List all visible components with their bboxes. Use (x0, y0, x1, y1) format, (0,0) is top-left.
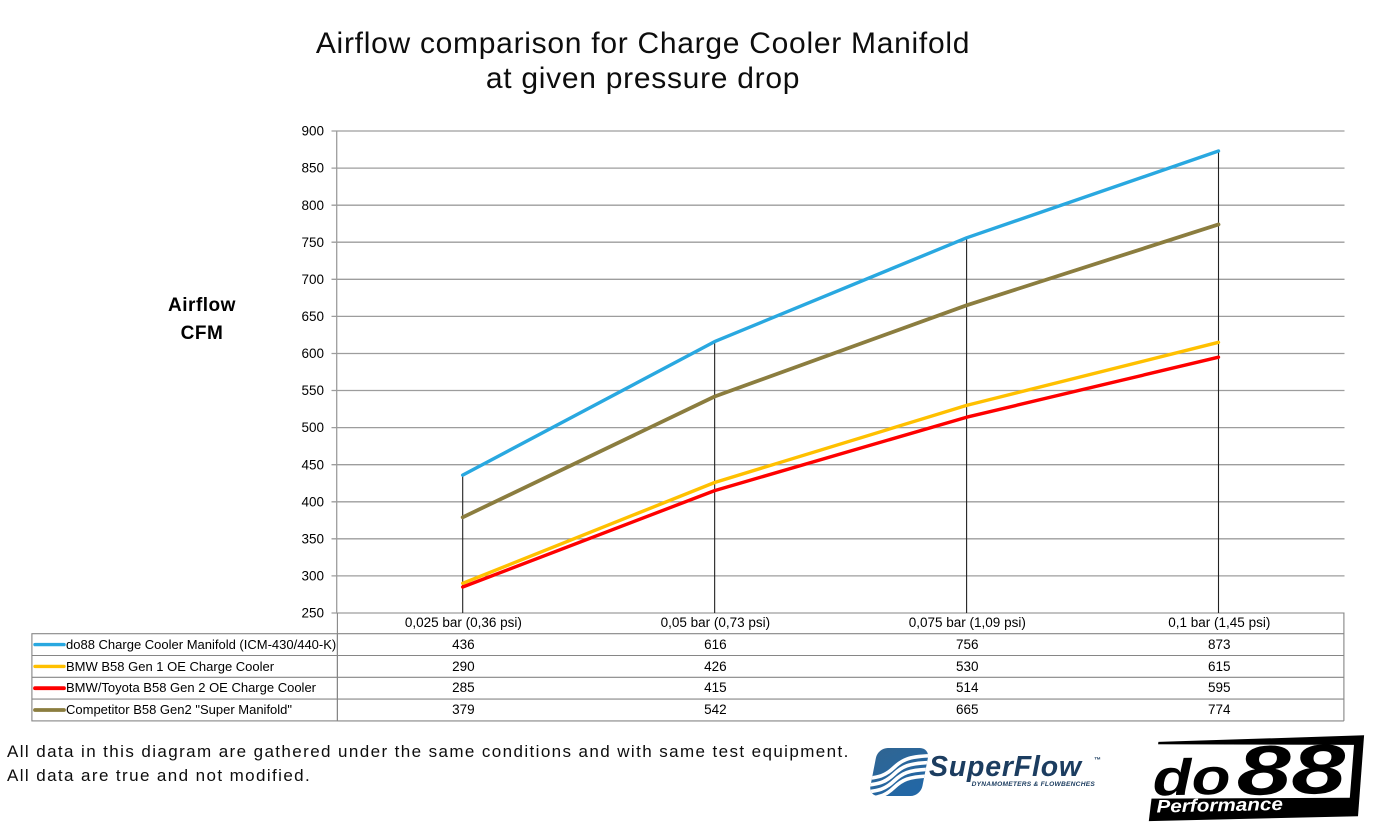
svg-text:500: 500 (301, 420, 324, 435)
svg-text:850: 850 (301, 161, 324, 176)
svg-text:650: 650 (301, 309, 324, 324)
svg-text:300: 300 (301, 569, 324, 584)
svg-text:750: 750 (301, 235, 324, 250)
svg-text:400: 400 (301, 494, 324, 509)
svg-text:600: 600 (301, 346, 324, 361)
svg-text:DYNAMOMETERS & FLOWBENCHES: DYNAMOMETERS & FLOWBENCHES (972, 781, 1096, 788)
svg-text:700: 700 (301, 272, 324, 287)
svg-text:™: ™ (1094, 757, 1101, 764)
svg-text:250: 250 (301, 606, 324, 621)
svg-text:550: 550 (301, 383, 324, 398)
svg-text:800: 800 (301, 198, 324, 213)
svg-text:450: 450 (301, 457, 324, 472)
svg-text:350: 350 (301, 531, 324, 546)
svg-text:do: do (1152, 749, 1231, 807)
svg-text:Performance: Performance (1156, 794, 1283, 817)
svg-text:88: 88 (1236, 730, 1347, 810)
svg-text:SuperFlow: SuperFlow (929, 751, 1083, 783)
svg-text:900: 900 (301, 124, 324, 139)
